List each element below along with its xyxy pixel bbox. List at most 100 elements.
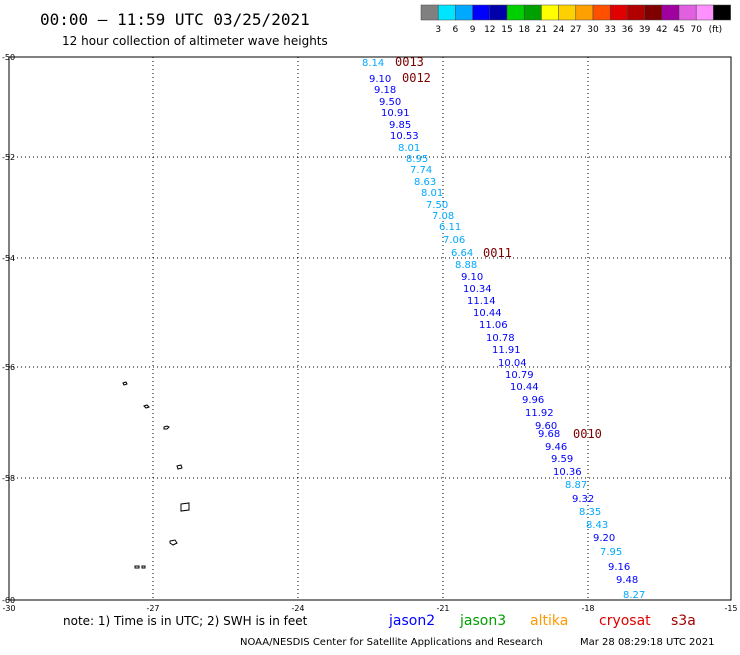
lon-tick-label: -27 [146, 604, 159, 613]
swh-value: 9.59 [551, 454, 573, 465]
lat-tick-label: -50 [2, 53, 15, 62]
page-subtitle: 12 hour collection of altimeter wave hei… [62, 34, 328, 48]
legend-swatch [644, 4, 663, 21]
lat-tick-label: -58 [2, 474, 15, 483]
swh-value: 9.10 [369, 74, 391, 85]
swh-value: 10.44 [510, 382, 539, 393]
swh-value: 9.20 [593, 533, 615, 544]
swh-value: 7.95 [600, 547, 622, 558]
swh-value: 9.18 [374, 85, 396, 96]
swh-value: 9.96 [522, 395, 544, 406]
legend-swatch [695, 4, 714, 21]
legend-label: 30 [587, 25, 599, 35]
legend-label: 70 [690, 25, 702, 35]
lon-tick-label: -18 [581, 604, 594, 613]
swh-value: 11.91 [492, 345, 521, 356]
lat-tick-label: -52 [2, 153, 15, 162]
swh-value: 10.78 [486, 333, 515, 344]
lon-tick-label: -15 [724, 604, 737, 613]
swh-value: 8.63 [414, 177, 436, 188]
legend-label: 3 [435, 25, 441, 35]
satellite-label-s3a: s3a [671, 613, 696, 629]
island-outlines [122, 381, 190, 569]
swh-value: 8.43 [586, 520, 608, 531]
pass-label: 0013 [395, 55, 424, 69]
island-outline [169, 539, 178, 546]
legend-label: 15 [501, 25, 512, 35]
legend-swatch [678, 4, 697, 21]
lon-tick-label: -24 [291, 604, 304, 613]
lon-tick-label: -21 [436, 604, 449, 613]
swh-value: 11.14 [467, 296, 496, 307]
swh-value: 7.08 [432, 211, 454, 222]
page-title: 00:00 – 11:59 UTC 03/25/2021 [40, 10, 310, 29]
swh-value: 10.04 [498, 358, 527, 369]
legend-label: 33 [604, 25, 615, 35]
satellite-label-jason2: jason2 [388, 613, 435, 629]
swh-value: 9.68 [538, 429, 560, 440]
legend-swatch [575, 4, 594, 21]
swh-value: 8.14 [362, 58, 384, 69]
satellite-legend: jason2 jason3 altika cryosat s3a [388, 613, 696, 629]
swh-value: 6.11 [439, 222, 461, 233]
satellite-label-altika: altika [530, 613, 568, 629]
satellite-label-jason3: jason3 [459, 613, 506, 629]
swh-value: 8.95 [406, 154, 428, 165]
swh-value: 11.92 [525, 408, 554, 419]
legend-swatch [506, 4, 525, 21]
swh-value: 6.64 [451, 248, 473, 259]
legend-swatch [592, 4, 611, 21]
swh-value: 7.74 [410, 165, 432, 176]
swh-value: 9.16 [608, 562, 630, 573]
swh-value: 9.48 [616, 575, 638, 586]
legend-swatch [713, 4, 731, 21]
legend-label: 42 [656, 25, 667, 35]
legend-label: 39 [639, 25, 651, 35]
swh-value: 8.01 [398, 143, 420, 154]
pass-label: 0010 [573, 427, 602, 441]
lon-tick-label: -30 [2, 604, 15, 613]
lat-tick-label: -56 [2, 363, 15, 372]
pass-labels: 0013 0012 0011 0010 [395, 55, 602, 441]
legend-label: 24 [553, 25, 565, 35]
legend-label: 21 [536, 25, 547, 35]
legend-label: 12 [484, 25, 495, 35]
legend-label: 36 [622, 25, 634, 35]
swh-value: 9.10 [461, 272, 483, 283]
swh-value: 10.34 [463, 284, 492, 295]
pass-label: 0011 [483, 246, 512, 260]
island-outline [134, 565, 140, 569]
color-legend: 3 6 9 12 15 18 21 24 27 30 33 36 39 42 45 70 (ft) [420, 4, 731, 35]
lat-tick-label: -60 [2, 596, 15, 605]
legend-swatch [609, 4, 628, 21]
legend-unit: (ft) [709, 25, 723, 35]
legend-swatch [541, 4, 559, 21]
swh-value: 8.35 [579, 507, 601, 518]
altimeter-track: 8.149.109.189.5010.919.8510.538.018.957.… [362, 58, 645, 601]
swh-value: 8.87 [565, 480, 587, 491]
swh-value: 10.53 [390, 131, 419, 142]
legend-label: 45 [673, 25, 684, 35]
swh-value: 10.36 [553, 467, 582, 478]
swh-value: 8.27 [623, 590, 645, 601]
legend-swatch [437, 4, 456, 21]
legend-swatch [661, 4, 680, 21]
legend-swatch [523, 4, 542, 21]
legend-label: 6 [453, 25, 459, 35]
footer-note: note: 1) Time is in UTC; 2) SWH is in fe… [63, 614, 308, 628]
map-area: -50 -52 -54 -56 -58 -60-30 -27 -24 -21 -18 -15 8.1… [2, 53, 738, 613]
swh-value: 9.85 [389, 120, 411, 131]
swh-value: 11.06 [479, 320, 508, 331]
island-outline [141, 565, 146, 569]
map-frame [8, 56, 732, 601]
swh-value: 10.91 [381, 108, 410, 119]
legend-swatch [455, 4, 473, 21]
swh-value: 8.01 [421, 188, 443, 199]
swh-value: 7.06 [443, 235, 465, 246]
swh-value: 9.46 [545, 442, 567, 453]
satellite-label-cryosat: cryosat [599, 613, 651, 629]
pass-label: 0012 [402, 71, 431, 85]
swh-value: 10.44 [473, 308, 502, 319]
